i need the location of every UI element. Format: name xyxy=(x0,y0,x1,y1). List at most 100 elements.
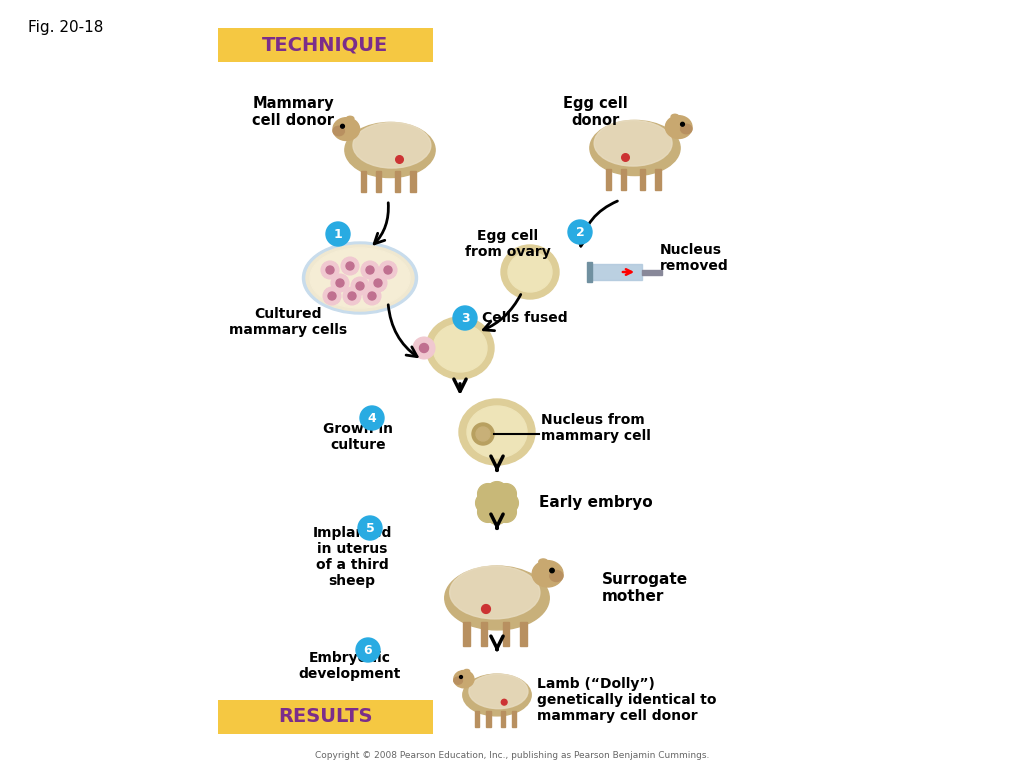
Circle shape xyxy=(326,266,334,274)
Circle shape xyxy=(341,257,359,275)
FancyBboxPatch shape xyxy=(218,700,433,734)
Ellipse shape xyxy=(346,116,354,121)
Ellipse shape xyxy=(469,674,528,709)
Circle shape xyxy=(498,492,518,514)
Ellipse shape xyxy=(501,245,559,299)
Circle shape xyxy=(360,406,384,430)
Circle shape xyxy=(475,492,497,514)
Circle shape xyxy=(362,287,381,305)
Ellipse shape xyxy=(310,248,410,308)
Text: Egg cell
donor: Egg cell donor xyxy=(562,96,628,128)
Ellipse shape xyxy=(671,114,679,119)
Text: Egg cell
from ovary: Egg cell from ovary xyxy=(465,229,551,259)
Ellipse shape xyxy=(463,674,531,716)
Text: 3: 3 xyxy=(461,312,469,325)
Circle shape xyxy=(496,484,516,505)
Ellipse shape xyxy=(666,116,692,138)
Bar xyxy=(410,171,416,192)
Circle shape xyxy=(486,504,508,525)
Text: Grown in
culture: Grown in culture xyxy=(323,422,393,452)
Bar xyxy=(520,622,526,647)
Text: 6: 6 xyxy=(364,644,373,657)
Circle shape xyxy=(395,156,403,164)
Text: Lamb (“Dolly”)
genetically identical to
mammary cell donor: Lamb (“Dolly”) genetically identical to … xyxy=(537,677,717,723)
Circle shape xyxy=(476,427,490,441)
Circle shape xyxy=(550,568,554,573)
Bar xyxy=(503,622,509,647)
Ellipse shape xyxy=(459,399,535,465)
Circle shape xyxy=(351,277,369,295)
Circle shape xyxy=(477,484,499,505)
Bar xyxy=(480,622,487,647)
Circle shape xyxy=(358,516,382,540)
Ellipse shape xyxy=(464,670,470,673)
Text: Fig. 20-18: Fig. 20-18 xyxy=(28,20,103,35)
Bar xyxy=(587,262,592,282)
Circle shape xyxy=(356,638,380,662)
Circle shape xyxy=(336,279,344,287)
Circle shape xyxy=(348,292,356,300)
Bar xyxy=(501,711,505,727)
Ellipse shape xyxy=(353,122,431,168)
Circle shape xyxy=(369,274,387,292)
Circle shape xyxy=(420,343,428,353)
Ellipse shape xyxy=(333,118,359,141)
Ellipse shape xyxy=(681,124,692,134)
Ellipse shape xyxy=(333,126,344,136)
Ellipse shape xyxy=(467,406,527,458)
Text: Surrogate
mother: Surrogate mother xyxy=(602,572,688,604)
Circle shape xyxy=(481,604,490,614)
Circle shape xyxy=(321,261,339,279)
Circle shape xyxy=(413,337,435,359)
Ellipse shape xyxy=(450,566,540,619)
Text: Implanted
in uterus
of a third
sheep: Implanted in uterus of a third sheep xyxy=(312,526,392,588)
Ellipse shape xyxy=(306,245,414,311)
Text: 4: 4 xyxy=(368,412,377,425)
Circle shape xyxy=(343,287,361,305)
Text: Nucleus
removed: Nucleus removed xyxy=(660,243,729,273)
Ellipse shape xyxy=(444,566,549,630)
Ellipse shape xyxy=(594,121,672,166)
Circle shape xyxy=(328,292,336,300)
Text: 2: 2 xyxy=(575,226,585,239)
Text: Embryonic
development: Embryonic development xyxy=(299,651,401,681)
Bar xyxy=(642,270,662,274)
Circle shape xyxy=(681,122,684,126)
Circle shape xyxy=(361,261,379,279)
Circle shape xyxy=(368,292,376,300)
Text: Cultured
mammary cells: Cultured mammary cells xyxy=(229,307,347,337)
Bar xyxy=(621,169,627,190)
Bar xyxy=(486,711,490,727)
Circle shape xyxy=(346,262,354,270)
Ellipse shape xyxy=(302,242,418,314)
Bar xyxy=(655,169,660,190)
Bar xyxy=(394,171,400,192)
Bar xyxy=(475,711,479,727)
Text: TECHNIQUE: TECHNIQUE xyxy=(262,35,388,55)
Bar xyxy=(463,622,469,647)
Circle shape xyxy=(331,274,349,292)
Circle shape xyxy=(622,154,630,161)
Bar xyxy=(590,264,642,280)
Ellipse shape xyxy=(550,571,563,581)
Text: RESULTS: RESULTS xyxy=(278,707,373,727)
Circle shape xyxy=(326,222,350,246)
Circle shape xyxy=(502,700,507,705)
Text: 1: 1 xyxy=(334,227,342,240)
Ellipse shape xyxy=(454,670,474,688)
Ellipse shape xyxy=(345,122,435,177)
FancyBboxPatch shape xyxy=(218,28,433,62)
Circle shape xyxy=(384,266,392,274)
Circle shape xyxy=(453,306,477,330)
Circle shape xyxy=(486,482,508,502)
Bar xyxy=(360,171,367,192)
Text: Early embryo: Early embryo xyxy=(539,495,652,511)
Text: Cells fused: Cells fused xyxy=(482,311,567,325)
Circle shape xyxy=(356,282,364,290)
Circle shape xyxy=(374,279,382,287)
Circle shape xyxy=(496,502,516,522)
Ellipse shape xyxy=(426,317,494,379)
Circle shape xyxy=(486,492,508,514)
Ellipse shape xyxy=(433,324,487,372)
Bar xyxy=(640,169,645,190)
